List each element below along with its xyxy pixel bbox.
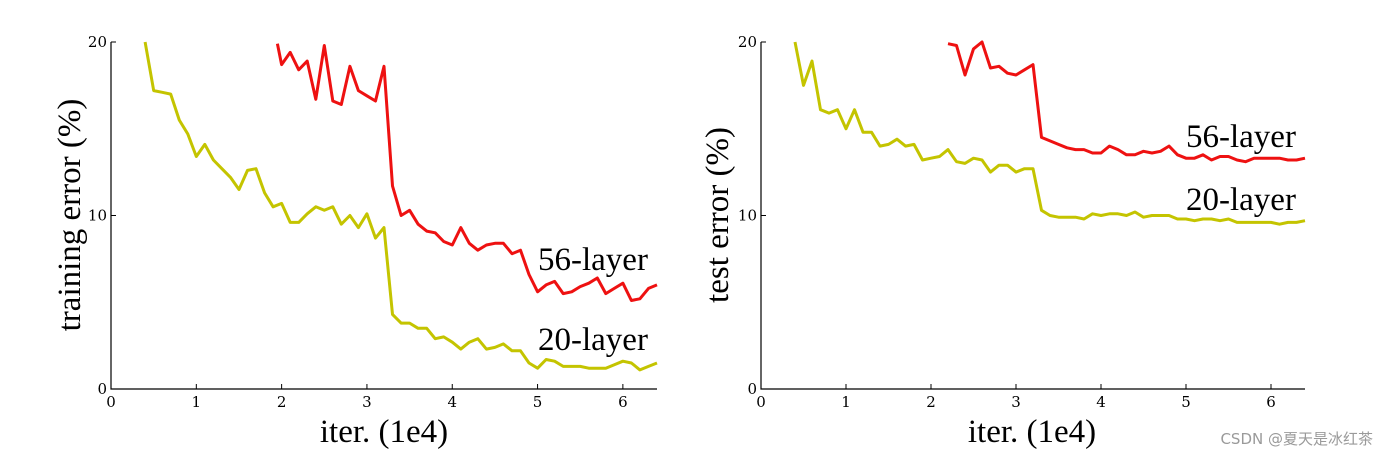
series-line-56-layer — [275, 43, 658, 302]
x-tick-label: 6 — [618, 393, 628, 411]
y-tick-label: 0 — [747, 380, 757, 398]
x-tick-label: 5 — [1181, 393, 1191, 411]
x-tick-label: 5 — [533, 393, 543, 411]
x-tick-label: 2 — [926, 393, 936, 411]
series-label-20-layer: 20-layer — [538, 322, 648, 358]
x-axis-label: iter. (1e4) — [320, 414, 448, 450]
y-axis-label: test error (%) — [700, 127, 736, 303]
y-tick-label: 20 — [738, 33, 757, 51]
series-line-56-layer — [947, 40, 1306, 164]
series-line-20-layer — [793, 41, 1306, 226]
series-label-56-layer: 56-layer — [1186, 119, 1296, 155]
series-label-20-layer: 20-layer — [1186, 182, 1296, 218]
y-axis-label: training error (%) — [52, 99, 88, 332]
x-tick-label: 2 — [277, 393, 287, 411]
series-label-56-layer: 56-layer — [538, 242, 648, 278]
x-tick-label: 1 — [192, 393, 202, 411]
y-tick-label: 20 — [88, 33, 107, 51]
x-tick-label: 4 — [1096, 393, 1106, 411]
series-group — [143, 41, 658, 372]
x-axis-label: iter. (1e4) — [968, 414, 1096, 450]
series-line-20-layer — [143, 41, 658, 372]
x-tick-label: 4 — [447, 393, 457, 411]
tick-group: 0 1 2 3 4 5 6 0 10 20 — [738, 33, 1276, 411]
training-error-chart: 0 1 2 3 4 5 6 0 10 20 training error (%) iter. (1… — [52, 33, 658, 450]
x-tick-label: 0 — [756, 393, 766, 411]
series-group — [793, 40, 1306, 226]
y-tick-label: 10 — [88, 207, 107, 225]
y-tick-label: 0 — [97, 380, 107, 398]
x-tick-label: 3 — [1011, 393, 1021, 411]
y-tick-label: 10 — [738, 207, 757, 225]
x-tick-label: 1 — [841, 393, 851, 411]
tick-group: 0 1 2 3 4 5 6 0 10 20 — [88, 33, 628, 411]
x-tick-label: 0 — [106, 393, 116, 411]
x-tick-label: 6 — [1266, 393, 1276, 411]
x-tick-label: 3 — [362, 393, 372, 411]
watermark-text: CSDN @夏天是冰红茶 — [1220, 430, 1373, 448]
